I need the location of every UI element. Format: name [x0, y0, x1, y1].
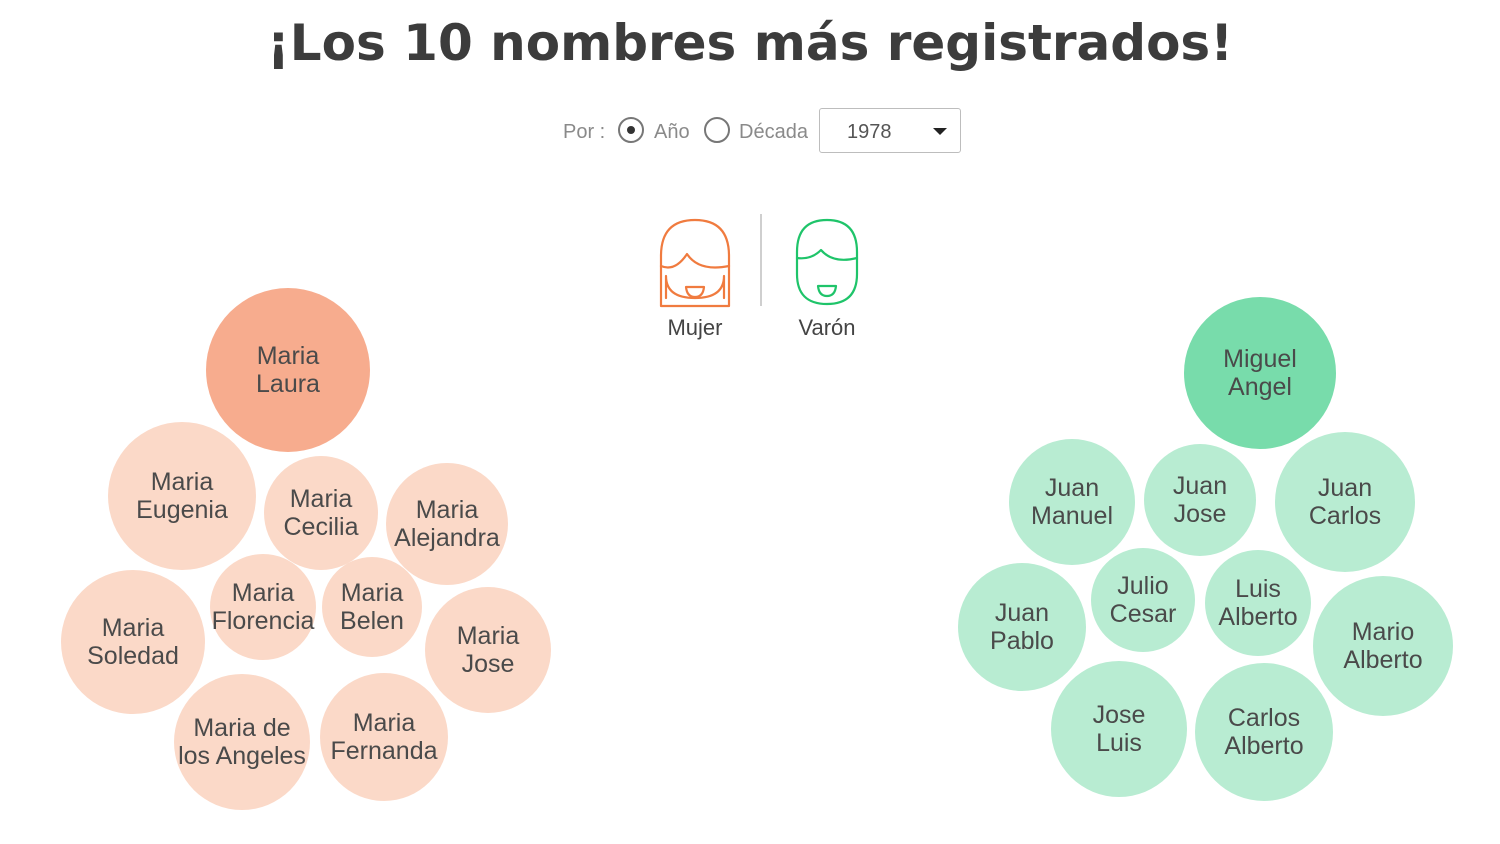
male-name-label: Carlos Alberto [1224, 704, 1304, 760]
male-bubble[interactable]: Mario Alberto [1313, 576, 1453, 716]
female-name-label: Maria Belen [340, 579, 404, 635]
male-name-label: Juan Carlos [1308, 474, 1382, 530]
radio-decada[interactable] [704, 117, 730, 143]
male-name-label: Juan Manuel [1031, 474, 1113, 530]
male-bubble[interactable]: Juan Carlos [1275, 432, 1415, 572]
page-title: ¡Los 10 nombres más registrados! [266, 14, 1233, 72]
year-select-value: 1978 [847, 121, 892, 143]
legend-male-label: Varón [798, 315, 856, 340]
female-bubble[interactable]: Maria Belen [322, 557, 422, 657]
female-bubble[interactable]: Maria Cecilia [264, 456, 378, 570]
radio-decada-label[interactable]: Década [739, 121, 808, 143]
female-bubble[interactable]: Maria Jose [425, 587, 551, 713]
radio-ano-label[interactable]: Año [654, 121, 690, 143]
filter-controls: Por : Año Década 1978 [0, 108, 1500, 154]
female-name-label: Maria Laura [256, 342, 320, 398]
female-bubble[interactable]: Maria Alejandra [386, 463, 508, 585]
male-bubble[interactable]: Jose Luis [1051, 661, 1187, 797]
chevron-down-icon [933, 128, 947, 135]
legend-divider [760, 214, 762, 306]
legend-female[interactable]: Mujer [635, 214, 755, 344]
male-bubble[interactable]: Julio Cesar [1091, 548, 1195, 652]
year-select[interactable]: 1978 [819, 108, 961, 153]
male-name-label: Juan Jose [1172, 472, 1228, 528]
male-name-label: Julio Cesar [1109, 572, 1177, 628]
radio-selected-dot [627, 126, 635, 134]
female-bubble[interactable]: Maria Eugenia [108, 422, 256, 570]
legend-female-label: Mujer [667, 315, 723, 340]
female-name-label: Maria Florencia [211, 579, 315, 635]
female-name-label: Maria Fernanda [330, 709, 438, 765]
male-name-label: Mario Alberto [1343, 618, 1423, 674]
female-name-label: Maria Cecilia [283, 485, 359, 541]
male-name-label: Juan Pablo [990, 599, 1054, 655]
female-name-label: Maria Eugenia [136, 468, 228, 524]
male-bubble[interactable]: Juan Pablo [958, 563, 1086, 691]
female-name-label: Maria Soledad [87, 614, 179, 670]
female-name-label: Maria Jose [456, 622, 520, 678]
boy-face-icon [795, 218, 859, 306]
male-bubble[interactable]: Juan Manuel [1009, 439, 1135, 565]
male-bubble[interactable]: Luis Alberto [1205, 550, 1311, 656]
girl-face-icon [659, 218, 731, 308]
female-bubble[interactable]: Maria de los Angeles [174, 674, 310, 810]
male-bubble[interactable]: Carlos Alberto [1195, 663, 1333, 801]
por-label: Por : [563, 121, 606, 143]
legend-male[interactable]: Varón [767, 214, 887, 344]
radio-ano[interactable] [618, 117, 644, 143]
female-name-label: Maria de los Angeles [178, 714, 306, 770]
female-bubble[interactable]: Maria Soledad [61, 570, 205, 714]
female-bubble[interactable]: Maria Florencia [210, 554, 316, 660]
female-name-label: Maria Alejandra [394, 496, 500, 552]
male-bubble[interactable]: Juan Jose [1144, 444, 1256, 556]
female-bubble[interactable]: Maria Fernanda [320, 673, 448, 801]
male-bubble[interactable]: Miguel Angel [1184, 297, 1336, 449]
male-name-label: Miguel Angel [1223, 345, 1297, 401]
female-bubble[interactable]: Maria Laura [206, 288, 370, 452]
male-name-label: Jose Luis [1092, 701, 1146, 757]
male-name-label: Luis Alberto [1218, 575, 1298, 631]
